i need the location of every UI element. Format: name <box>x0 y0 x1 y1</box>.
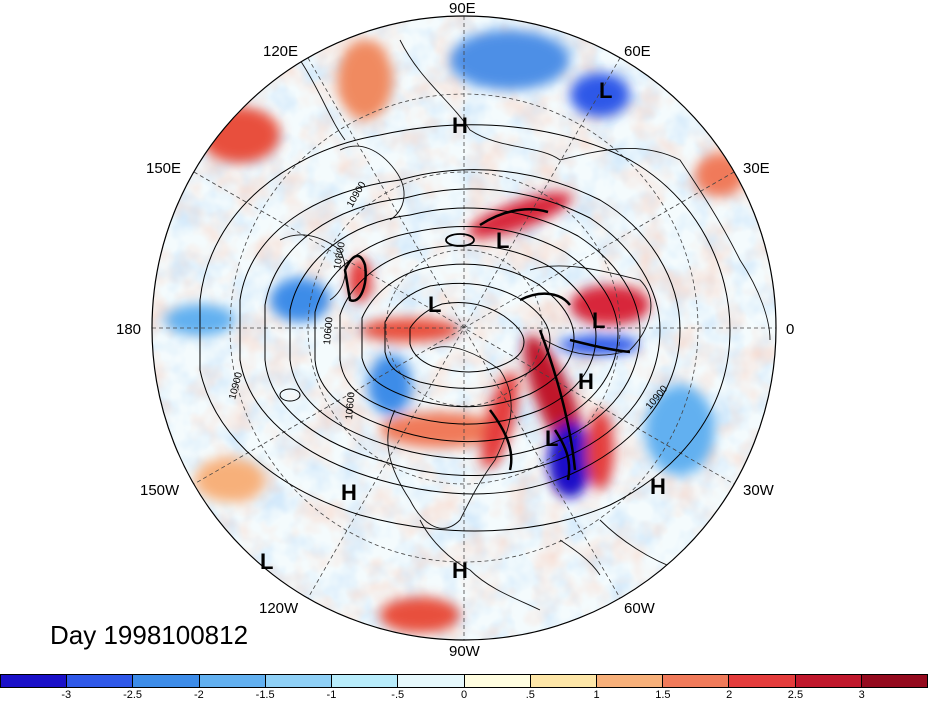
colorbar-swatch <box>332 675 399 687</box>
lon-label-180: 180 <box>116 321 141 338</box>
pressure-centers: H L L L L H L H H H L <box>260 78 666 583</box>
colorbar-swatch <box>530 675 597 687</box>
pressure-center-high: H <box>650 474 666 499</box>
lon-label-90w: 90W <box>449 643 481 660</box>
colorbar-tick-label: -1 <box>326 689 337 701</box>
pressure-center-low: L <box>592 308 605 333</box>
lon-label-120w: 120W <box>259 600 299 617</box>
colorbar-swatch <box>398 675 465 687</box>
colorbar-swatch <box>729 675 796 687</box>
contour-label-10800: 10800 <box>332 241 348 271</box>
lon-label-30w: 30W <box>743 482 775 499</box>
colorbar-swatch <box>133 675 200 687</box>
colorbar-tick-label: 2 <box>726 689 733 701</box>
colorbar-tick-label: .5 <box>525 689 535 701</box>
graticule <box>152 16 776 640</box>
lon-label-150w: 150W <box>140 482 180 499</box>
colorbar-tick-label: 3 <box>858 689 865 701</box>
lon-label-90e: 90E <box>449 0 476 17</box>
day-label: Day 1998100812 <box>50 620 249 650</box>
longitude-labels: 90E 60E 30E 0 30W 60W 90W 120W 150W 180 … <box>116 0 794 660</box>
pressure-center-high: H <box>578 369 594 394</box>
pressure-center-low: L <box>496 228 509 253</box>
polar-map: 10900 10800 10600 10600 10900 10900 H L … <box>116 0 794 660</box>
colorbar-tick-label: -2 <box>193 689 204 701</box>
contour-label-10600-b: 10600 <box>344 391 357 420</box>
colorbar-tick-label: -1.5 <box>255 689 275 701</box>
colorbar-swatch <box>795 675 862 687</box>
pressure-center-low: L <box>545 426 558 451</box>
colorbar-swatch <box>663 675 730 687</box>
colorbar: -3 -2.5 -2 -1.5 -1 -.5 0 .5 1 1.5 2 2.5 3 <box>0 674 928 702</box>
pressure-center-high: H <box>452 113 468 138</box>
colorbar-swatch <box>1 675 68 687</box>
pressure-center-low: L <box>428 292 441 317</box>
colorbar-tick-label: -3 <box>61 689 72 701</box>
map-boundary <box>151 15 777 641</box>
colorbar-swatch <box>861 675 928 687</box>
pressure-center-low: L <box>260 549 273 574</box>
colorbar-tick-label: 2.5 <box>787 689 804 701</box>
lon-label-150e: 150E <box>146 160 181 177</box>
colorbar-tick-label: -.5 <box>391 689 405 701</box>
height-contours <box>199 124 731 532</box>
lon-label-30e: 30E <box>743 160 770 177</box>
lon-label-120e: 120E <box>263 43 298 60</box>
colorbar-ticks: -3 -2.5 -2 -1.5 -1 -.5 0 .5 1 1.5 2 2.5 3 <box>0 688 928 702</box>
colorbar-tick-label: 0 <box>460 689 468 701</box>
pressure-center-high: H <box>452 558 468 583</box>
pressure-center-high: H <box>341 480 357 505</box>
lon-label-60e: 60E <box>624 43 651 60</box>
colorbar-swatch <box>464 675 531 687</box>
colorbar-swatch <box>596 675 664 687</box>
colorbar-tick-label: 1.5 <box>655 689 671 701</box>
pressure-center-low: L <box>599 78 612 103</box>
colorbar-swatch <box>199 675 266 687</box>
lon-label-0: 0 <box>786 321 794 338</box>
contour-label-10600-a: 10600 <box>322 316 335 345</box>
lon-label-60w: 60W <box>624 600 656 617</box>
colorbar-swatches <box>0 674 928 688</box>
colorbar-swatch <box>265 675 333 687</box>
colorbar-swatch <box>67 675 134 687</box>
colorbar-tick-label: 1 <box>593 689 600 701</box>
colorbar-tick-label: -2.5 <box>123 689 143 701</box>
